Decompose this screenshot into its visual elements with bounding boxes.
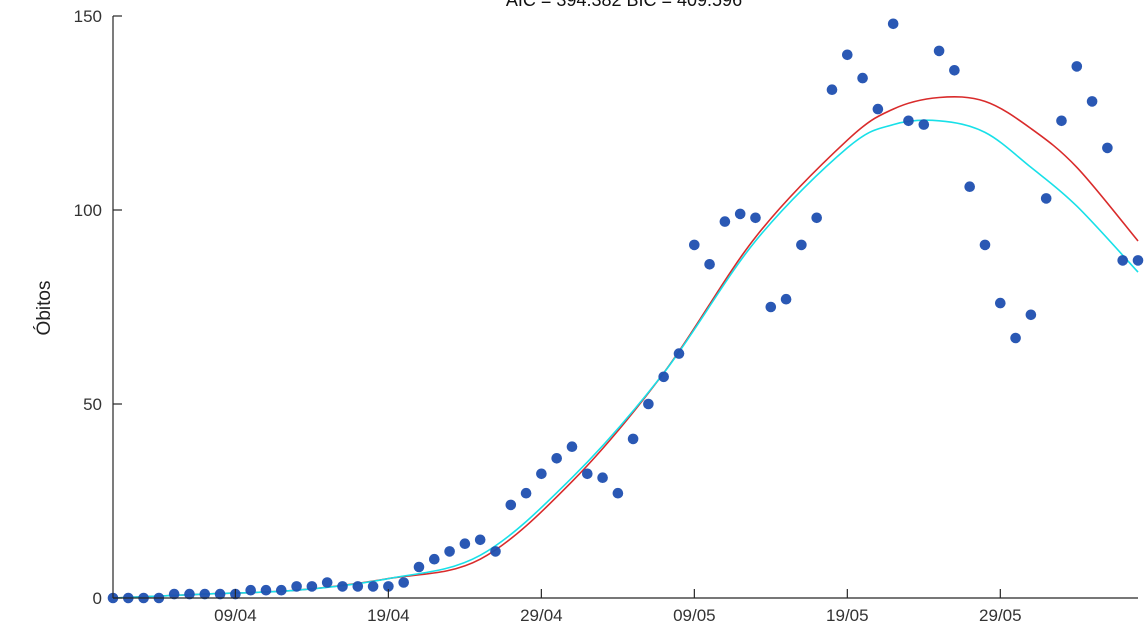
data-point: [627, 433, 639, 445]
data-point: [260, 584, 272, 596]
x-tick-label: 19/05: [826, 606, 869, 625]
fit-line-1: [112, 95, 1139, 599]
data-point: [765, 301, 777, 313]
plot-area: [107, 18, 1144, 604]
data-point: [597, 472, 608, 484]
data-point: [796, 239, 807, 251]
y-axis-label: Óbitos: [33, 281, 55, 336]
data-point: [536, 468, 547, 480]
data-point: [673, 348, 685, 359]
data-point: [780, 293, 792, 305]
data-point: [887, 18, 899, 30]
data-point: [505, 499, 517, 511]
data-point: [398, 577, 410, 588]
data-point: [245, 584, 256, 596]
data-point: [566, 441, 578, 453]
data-point: [352, 581, 364, 592]
data-point: [750, 212, 761, 224]
data-point: [658, 371, 669, 383]
data-point: [1117, 255, 1128, 266]
data-point: [429, 553, 440, 565]
data-point: [811, 212, 822, 224]
data-point: [1040, 193, 1052, 204]
data-point: [474, 534, 486, 546]
data-point: [214, 588, 226, 600]
x-tick-label: 09/04: [214, 606, 257, 625]
data-point: [459, 538, 471, 549]
y-tick-label: 150: [74, 7, 102, 26]
data-point: [949, 65, 960, 76]
data-point: [1132, 255, 1144, 266]
data-point: [276, 584, 287, 596]
data-point: [872, 103, 884, 115]
data-point: [413, 561, 425, 573]
data-point: [933, 45, 945, 57]
data-point: [1025, 309, 1037, 321]
data-point: [704, 259, 715, 270]
x-tick-label: 29/05: [979, 606, 1022, 625]
data-point: [337, 581, 348, 592]
data-point: [689, 239, 700, 251]
data-point: [490, 546, 501, 557]
data-point: [1010, 332, 1021, 344]
y-tick-label: 100: [74, 201, 102, 220]
data-point: [367, 581, 379, 592]
data-point: [1086, 96, 1098, 107]
chart-title: AIC = 394.382 BIC = 409.596: [506, 0, 742, 10]
data-point: [826, 84, 838, 95]
data-point: [168, 588, 180, 600]
data-point: [520, 487, 532, 499]
data-point: [383, 581, 394, 592]
data-point: [918, 119, 930, 130]
data-point: [719, 216, 731, 227]
x-tick-label: 09/05: [673, 606, 716, 625]
data-point: [1071, 61, 1083, 72]
x-tick-label: 19/04: [367, 606, 410, 625]
data-point: [643, 398, 654, 410]
data-point: [184, 588, 195, 600]
axes: 0 50 100 150 09/04 19/04 29/04 09/05 19/05 29/05: [74, 7, 1138, 625]
data-point: [857, 72, 868, 84]
data-point: [444, 546, 455, 557]
data-point: [551, 453, 562, 464]
data-point: [321, 577, 333, 588]
data-point: [306, 581, 318, 592]
data-point: [734, 208, 746, 220]
data-point: [612, 487, 624, 499]
data-point: [842, 49, 853, 61]
data-point: [1102, 142, 1113, 154]
y-tick-label: 0: [93, 589, 102, 608]
data-point: [995, 297, 1006, 309]
fit-line-2: [112, 119, 1139, 599]
y-tick-label: 50: [83, 395, 102, 414]
data-point: [903, 115, 914, 127]
data-point: [582, 468, 593, 480]
data-point: [979, 239, 991, 251]
data-point: [291, 581, 302, 592]
data-point: [199, 588, 211, 600]
x-tick-label: 29/04: [520, 606, 563, 625]
data-point: [1056, 115, 1067, 127]
data-point: [964, 181, 975, 192]
